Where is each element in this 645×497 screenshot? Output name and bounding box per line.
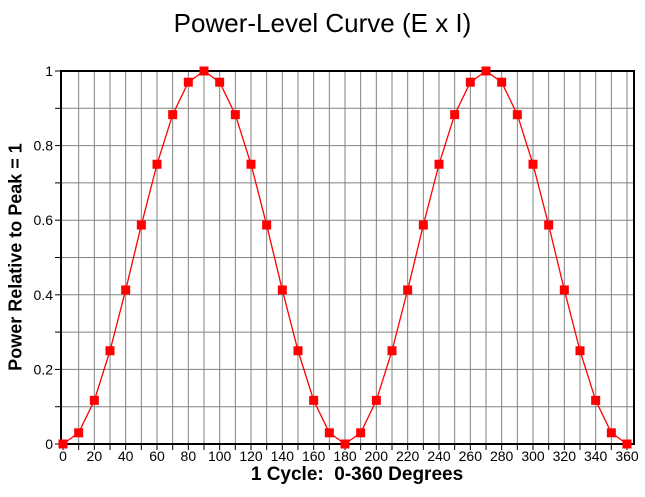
x-tick-label: 160 bbox=[302, 448, 326, 464]
data-point-marker bbox=[403, 285, 413, 295]
y-tick-label: 0.8 bbox=[34, 138, 54, 154]
x-tick-label: 260 bbox=[459, 448, 483, 464]
x-tick-label: 340 bbox=[584, 448, 608, 464]
x-tick-label: 220 bbox=[396, 448, 420, 464]
data-point-marker bbox=[528, 159, 538, 169]
data-point-marker bbox=[74, 428, 84, 438]
x-tick-label: 300 bbox=[521, 448, 545, 464]
data-point-marker bbox=[512, 110, 522, 120]
data-point-marker bbox=[136, 220, 146, 230]
data-point-marker bbox=[387, 346, 397, 356]
data-point-marker bbox=[309, 395, 319, 405]
y-tick-label: 1 bbox=[45, 63, 53, 79]
data-point-marker bbox=[622, 439, 632, 449]
x-tick-label: 100 bbox=[208, 448, 232, 464]
data-point-marker bbox=[246, 159, 256, 169]
y-axis-title: Power Relative to Peak = 1 bbox=[5, 143, 26, 371]
data-point-marker bbox=[230, 110, 240, 120]
x-tick-label: 320 bbox=[553, 448, 577, 464]
data-point-marker bbox=[215, 77, 225, 87]
x-tick-label: 360 bbox=[615, 448, 639, 464]
x-tick-label: 140 bbox=[271, 448, 295, 464]
x-tick-label: 40 bbox=[118, 448, 134, 464]
data-point-marker bbox=[121, 285, 131, 295]
data-point-marker bbox=[105, 346, 115, 356]
data-point-marker bbox=[465, 77, 475, 87]
data-point-marker bbox=[199, 66, 209, 76]
data-point-marker bbox=[293, 346, 303, 356]
y-tick-label: 0.2 bbox=[34, 361, 54, 377]
data-point-marker bbox=[152, 159, 162, 169]
y-tick-label: 0 bbox=[45, 436, 53, 452]
x-tick-label: 60 bbox=[149, 448, 165, 464]
data-point-marker bbox=[418, 220, 428, 230]
data-point-marker bbox=[544, 220, 554, 230]
x-tick-label: 180 bbox=[333, 448, 357, 464]
data-point-marker bbox=[324, 428, 334, 438]
data-point-marker bbox=[89, 395, 99, 405]
x-tick-label: 20 bbox=[87, 448, 103, 464]
data-point-marker bbox=[434, 159, 444, 169]
x-tick-label: 120 bbox=[239, 448, 263, 464]
y-tick-label: 0.4 bbox=[34, 287, 54, 303]
data-point-marker bbox=[450, 110, 460, 120]
data-point-marker bbox=[575, 346, 585, 356]
x-tick-label: 200 bbox=[365, 448, 389, 464]
y-tick-label: 0.6 bbox=[34, 212, 54, 228]
data-point-marker bbox=[481, 66, 491, 76]
data-point-marker bbox=[371, 395, 381, 405]
x-tick-label: 80 bbox=[181, 448, 197, 464]
data-point-marker bbox=[606, 428, 616, 438]
data-point-marker bbox=[591, 395, 601, 405]
x-tick-label: 280 bbox=[490, 448, 514, 464]
x-tick-label: 240 bbox=[427, 448, 451, 464]
data-point-marker bbox=[559, 285, 569, 295]
data-point-marker bbox=[356, 428, 366, 438]
data-point-marker bbox=[340, 439, 350, 449]
data-point-marker bbox=[277, 285, 287, 295]
x-tick-label: 0 bbox=[59, 448, 67, 464]
data-point-marker bbox=[58, 439, 68, 449]
chart-title: Power-Level Curve (E x I) bbox=[173, 8, 472, 38]
data-point-marker bbox=[168, 110, 178, 120]
x-axis-title: 1 Cycle: 0-360 Degrees bbox=[250, 464, 464, 485]
data-point-marker bbox=[497, 77, 507, 87]
data-point-marker bbox=[262, 220, 272, 230]
data-point-marker bbox=[183, 77, 193, 87]
